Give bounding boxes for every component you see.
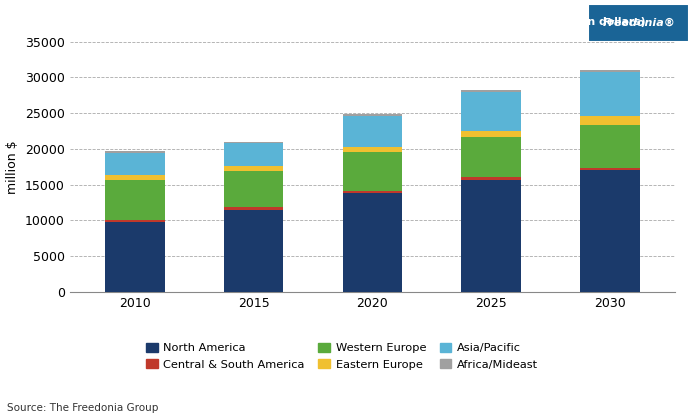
Bar bbox=[224, 143, 283, 166]
Bar bbox=[580, 116, 640, 125]
Bar bbox=[342, 193, 402, 292]
Bar bbox=[461, 92, 521, 131]
Y-axis label: million $: million $ bbox=[6, 140, 19, 193]
Bar bbox=[224, 207, 283, 210]
Bar bbox=[224, 171, 283, 207]
Bar bbox=[461, 138, 521, 177]
Bar bbox=[105, 181, 164, 220]
Bar bbox=[224, 210, 283, 292]
Legend: North America, Central & South America, Western Europe, Eastern Europe, Asia/Pac: North America, Central & South America, … bbox=[146, 343, 538, 369]
Text: Freedonia®: Freedonia® bbox=[603, 18, 675, 28]
Bar bbox=[105, 176, 164, 181]
Bar bbox=[461, 90, 521, 92]
Bar bbox=[105, 220, 164, 222]
Text: Figure 3-3 | Global Power Lawn & Garden Equipment Production by Region, 2010 – 2: Figure 3-3 | Global Power Lawn & Garden … bbox=[7, 18, 645, 28]
Bar bbox=[224, 142, 283, 143]
Bar bbox=[461, 177, 521, 180]
Bar bbox=[580, 70, 640, 72]
Bar bbox=[342, 114, 402, 116]
Bar bbox=[224, 166, 283, 171]
Bar bbox=[342, 116, 402, 147]
Bar bbox=[342, 147, 402, 152]
Bar bbox=[580, 72, 640, 116]
Bar bbox=[342, 191, 402, 193]
Bar bbox=[580, 171, 640, 292]
Bar bbox=[105, 153, 164, 176]
Bar bbox=[580, 125, 640, 168]
Bar bbox=[461, 131, 521, 138]
Bar bbox=[342, 152, 402, 191]
Bar bbox=[580, 168, 640, 171]
Bar bbox=[105, 222, 164, 292]
Text: Source: The Freedonia Group: Source: The Freedonia Group bbox=[7, 403, 158, 413]
FancyBboxPatch shape bbox=[588, 4, 689, 42]
Bar bbox=[105, 151, 164, 153]
Bar bbox=[461, 180, 521, 292]
